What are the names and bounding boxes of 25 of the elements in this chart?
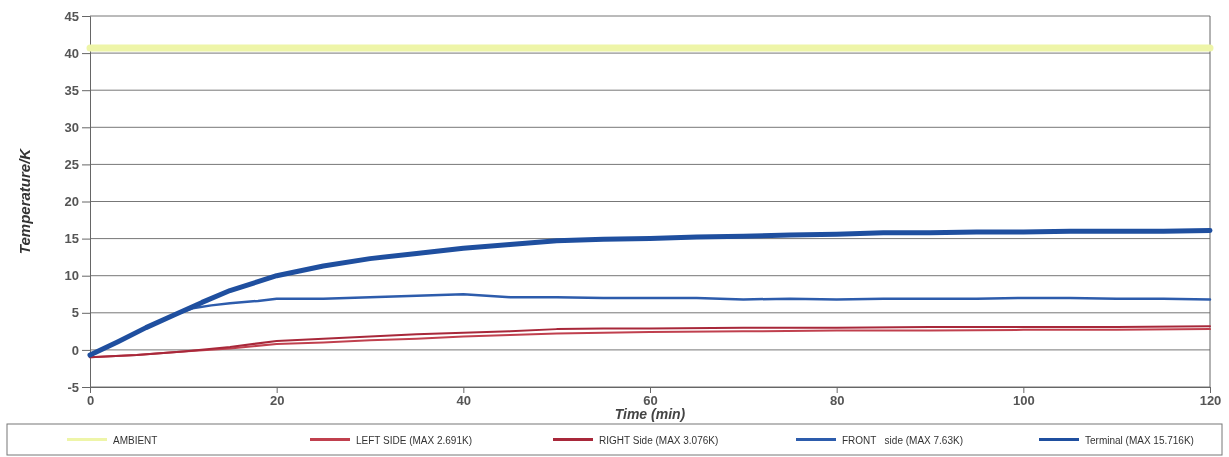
legend-label: LEFT SIDE (MAX 2.691K) [356,434,472,446]
x-tick-label: 60 [643,393,658,409]
y-tick-label: 15 [64,231,79,247]
y-tick-label: 10 [64,268,79,284]
y-tick-label: 25 [64,157,79,173]
y-tick-label: -5 [67,379,79,395]
x-tick-label: 80 [829,393,845,409]
y-tick-label: 45 [64,8,79,24]
x-tick-label: 0 [86,393,95,409]
y-tick-label: 20 [64,194,79,210]
legend-label: AMBIENT [113,434,158,446]
x-tick-label: 100 [1012,393,1035,409]
y-tick-label: 0 [71,342,79,358]
legend-label: RIGHT Side (MAX 3.076K) [599,434,719,446]
y-axis-title: Temperature/K [16,147,33,255]
legend-label: FRONT side (MAX 7.63K) [842,434,963,446]
x-tick-label: 120 [1199,393,1222,409]
y-tick-label: 30 [64,119,79,135]
y-tick-label: 35 [64,82,79,98]
legend-label: Terminal (MAX 15.716K) [1085,434,1194,446]
x-axis-title: Time (min) [614,406,686,422]
y-tick-label: 40 [64,45,79,61]
y-tick-label: 5 [71,305,79,321]
x-tick-label: 40 [456,393,472,409]
x-tick-label: 20 [269,393,285,409]
